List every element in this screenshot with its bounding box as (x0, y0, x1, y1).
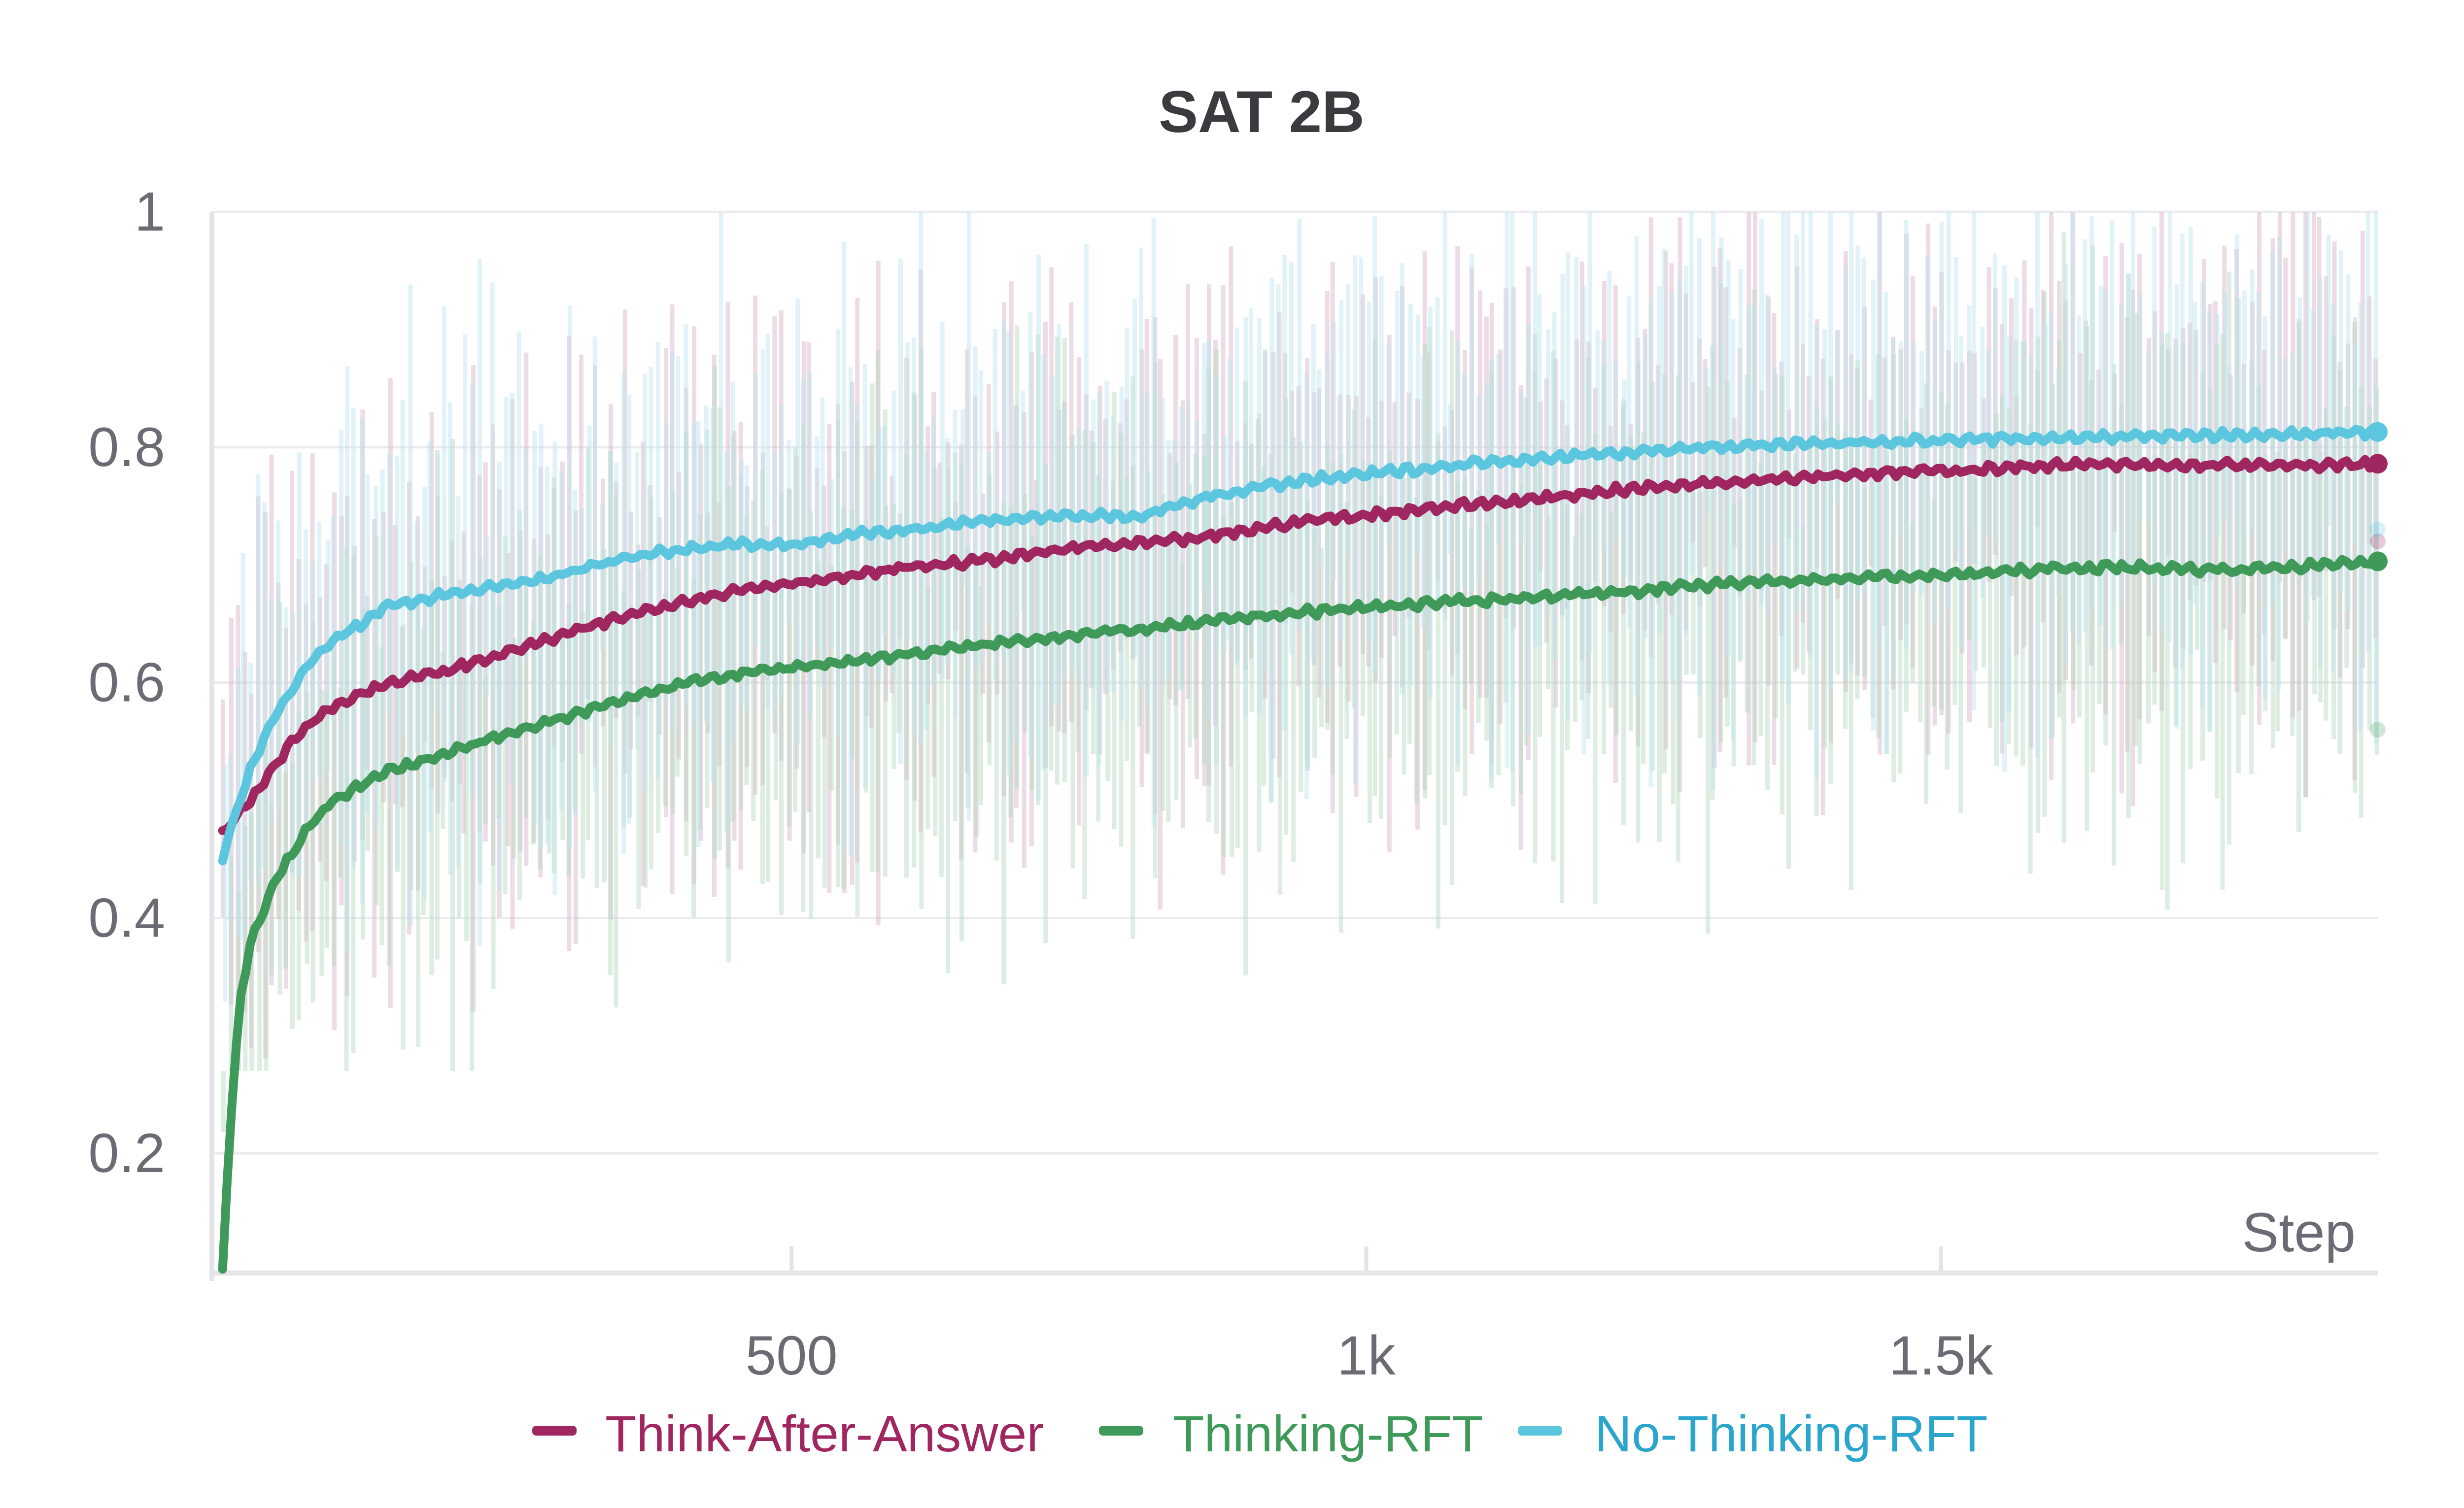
y-tick-label: 0.4 (88, 887, 165, 948)
legend-swatch (1518, 1426, 1562, 1436)
series-end-point-think-after-answer (2368, 454, 2388, 474)
legend-label: No-Thinking-RFT (1595, 1406, 1987, 1463)
legend-item-no-thinking-rft[interactable]: No-Thinking-RFT (1518, 1406, 1987, 1463)
series-line-no-thinking-rft (218, 423, 2379, 866)
grid-layer (212, 210, 2378, 1155)
y-tick-label: 0.8 (88, 416, 165, 478)
legend-swatch (532, 1426, 577, 1436)
series-layer (218, 422, 2388, 1274)
x-tick-label: 1k (1337, 1325, 1396, 1386)
y-tick-layer: 0.2 0.4 0.6 0.8 1 (88, 181, 165, 1184)
series-line-think-after-answer (218, 455, 2379, 835)
legend: Think-After-Answer Thinking-RFT No-Think… (532, 1406, 1987, 1463)
x-tick-label: 1.5k (1889, 1325, 1994, 1386)
raw-noise-layer (220, 212, 2379, 1133)
series-end-point-no-thinking-rft (2368, 422, 2388, 442)
y-tick-label: 0.6 (88, 652, 165, 713)
chart-title: SAT 2B (1159, 79, 1365, 145)
legend-item-thinking-rft[interactable]: Thinking-RFT (1099, 1406, 1483, 1463)
y-tick-label: 0.2 (88, 1122, 165, 1184)
x-axis-label: Step (2242, 1202, 2356, 1263)
legend-swatch (1099, 1426, 1143, 1436)
series-line-thinking-rft (218, 555, 2379, 1274)
legend-item-think-after-answer[interactable]: Think-After-Answer (532, 1406, 1044, 1463)
x-tick-label: 500 (746, 1325, 838, 1386)
raw-end-point-no-thinking-rft (2370, 522, 2386, 537)
legend-label: Thinking-RFT (1173, 1406, 1483, 1463)
y-tick-label: 1 (135, 181, 165, 242)
raw-end-point-thinking-rft (2370, 722, 2386, 738)
raw-end-point-think-after-answer (2370, 533, 2386, 549)
x-tick-layer: 500 1k 1.5k (746, 1246, 1994, 1386)
legend-label: Think-After-Answer (605, 1406, 1044, 1463)
series-end-point-thinking-rft (2368, 551, 2388, 571)
